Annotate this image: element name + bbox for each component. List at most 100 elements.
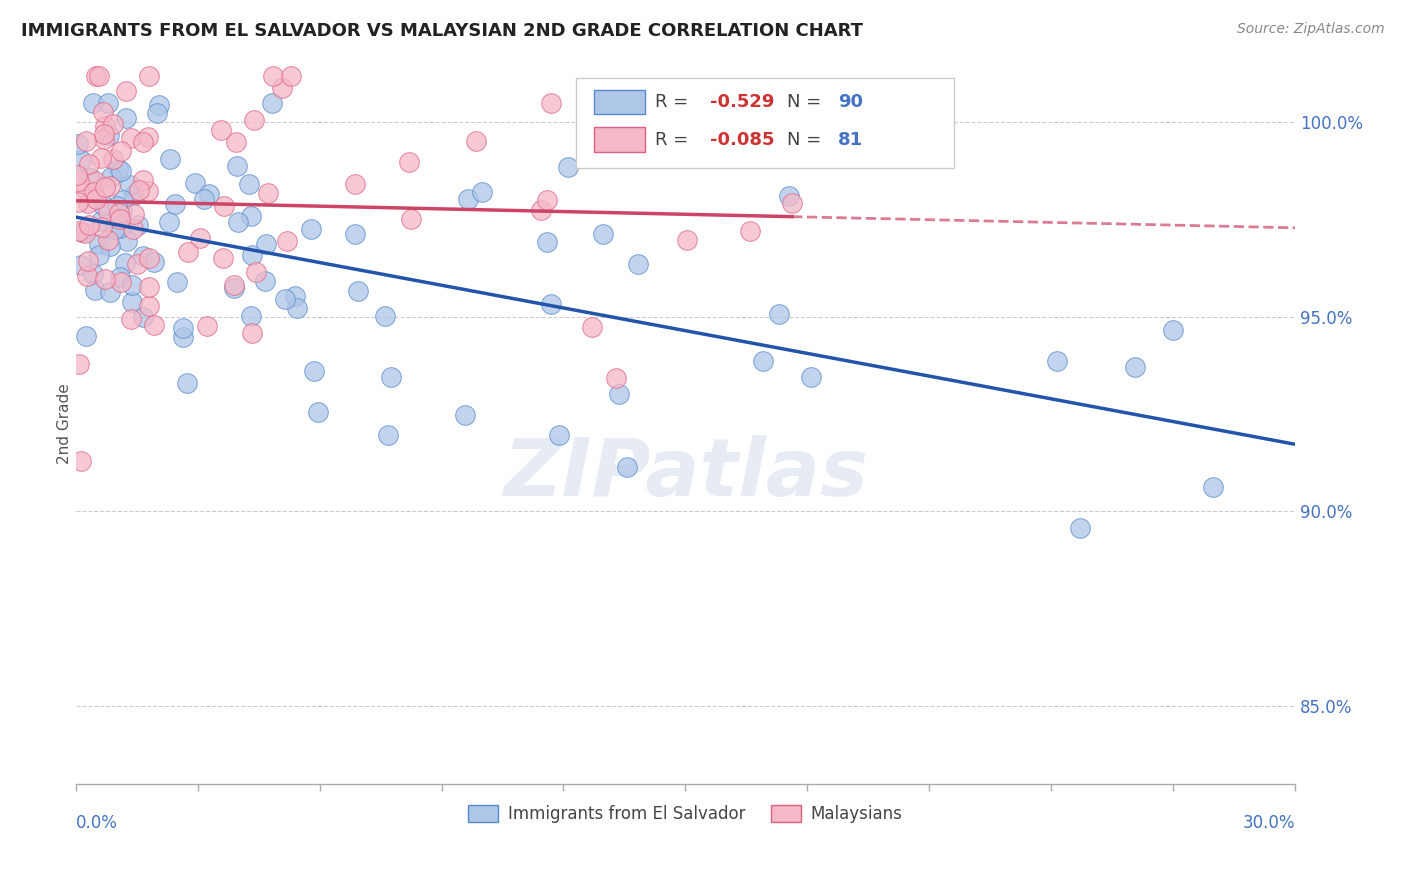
Point <box>159 153 181 167</box>
Point <box>83 186 105 200</box>
Point <box>465 134 488 148</box>
Point <box>122 221 145 235</box>
Point <box>454 409 477 423</box>
Point <box>800 370 823 384</box>
Point <box>121 277 143 292</box>
Point <box>605 370 627 384</box>
Point <box>100 169 122 184</box>
Point <box>97 233 120 247</box>
Point <box>343 177 366 191</box>
Point <box>157 215 180 229</box>
Point <box>121 295 143 310</box>
Point <box>125 257 148 271</box>
Point <box>166 275 188 289</box>
Point <box>274 292 297 306</box>
Point <box>211 252 233 266</box>
Point <box>138 252 160 266</box>
Point <box>70 226 93 240</box>
Point <box>118 178 141 193</box>
Point <box>128 184 150 198</box>
Point <box>262 69 284 83</box>
Point <box>195 318 218 333</box>
Point <box>212 199 235 213</box>
Point <box>66 194 89 209</box>
Point <box>108 211 131 226</box>
Y-axis label: 2nd Grade: 2nd Grade <box>58 384 72 465</box>
Point <box>98 285 121 299</box>
Point <box>346 284 368 298</box>
Point <box>84 192 107 206</box>
Point <box>136 130 159 145</box>
Point <box>257 186 280 201</box>
Point <box>225 135 247 149</box>
Point <box>66 136 89 151</box>
Point <box>242 326 264 340</box>
Point <box>177 245 200 260</box>
Point <box>132 173 155 187</box>
Point <box>122 188 145 202</box>
Point <box>240 248 263 262</box>
Point <box>548 427 571 442</box>
Point <box>260 95 283 110</box>
Point <box>536 193 558 207</box>
Point <box>780 196 803 211</box>
Point <box>239 310 262 324</box>
Point <box>245 265 267 279</box>
Text: R =: R = <box>655 130 695 149</box>
Point <box>399 211 422 226</box>
Point <box>105 199 128 213</box>
Point <box>77 253 100 268</box>
Point <box>284 288 307 302</box>
Point <box>738 224 761 238</box>
Point <box>90 151 112 165</box>
Point <box>89 69 111 83</box>
Point <box>82 95 104 110</box>
Point <box>67 224 90 238</box>
Point <box>145 106 167 120</box>
Point <box>67 357 90 371</box>
Point <box>79 170 101 185</box>
Point <box>70 258 93 272</box>
Point <box>530 202 553 217</box>
Point <box>110 144 132 158</box>
Point <box>242 113 264 128</box>
Point <box>276 235 298 249</box>
Point <box>616 460 638 475</box>
Point <box>575 139 598 153</box>
Text: N =: N = <box>786 130 827 149</box>
Point <box>540 96 562 111</box>
Text: IMMIGRANTS FROM EL SALVADOR VS MALAYSIAN 2ND GRADE CORRELATION CHART: IMMIGRANTS FROM EL SALVADOR VS MALAYSIAN… <box>21 22 863 40</box>
Point <box>176 376 198 390</box>
Point <box>471 185 494 199</box>
Point <box>751 353 773 368</box>
Text: 30.0%: 30.0% <box>1243 814 1295 832</box>
Text: N =: N = <box>786 93 827 112</box>
Point <box>75 135 97 149</box>
Point <box>73 226 96 240</box>
Point <box>132 249 155 263</box>
Point <box>108 270 131 285</box>
Text: 81: 81 <box>838 130 863 149</box>
Point <box>114 255 136 269</box>
Point <box>93 132 115 146</box>
Point <box>1046 353 1069 368</box>
Point <box>581 320 603 334</box>
Point <box>143 255 166 269</box>
Point <box>138 69 160 83</box>
Point <box>97 204 120 219</box>
Point <box>70 454 93 468</box>
Point <box>91 220 114 235</box>
Point <box>307 405 329 419</box>
Point <box>778 189 800 203</box>
Point <box>138 299 160 313</box>
Point <box>1125 359 1147 374</box>
Text: R =: R = <box>655 93 695 112</box>
Point <box>101 117 124 131</box>
Point <box>271 80 294 95</box>
Point <box>77 157 100 171</box>
Point <box>193 192 215 206</box>
Point <box>77 218 100 232</box>
Point <box>609 387 631 401</box>
Point <box>75 329 97 343</box>
FancyBboxPatch shape <box>593 128 645 152</box>
